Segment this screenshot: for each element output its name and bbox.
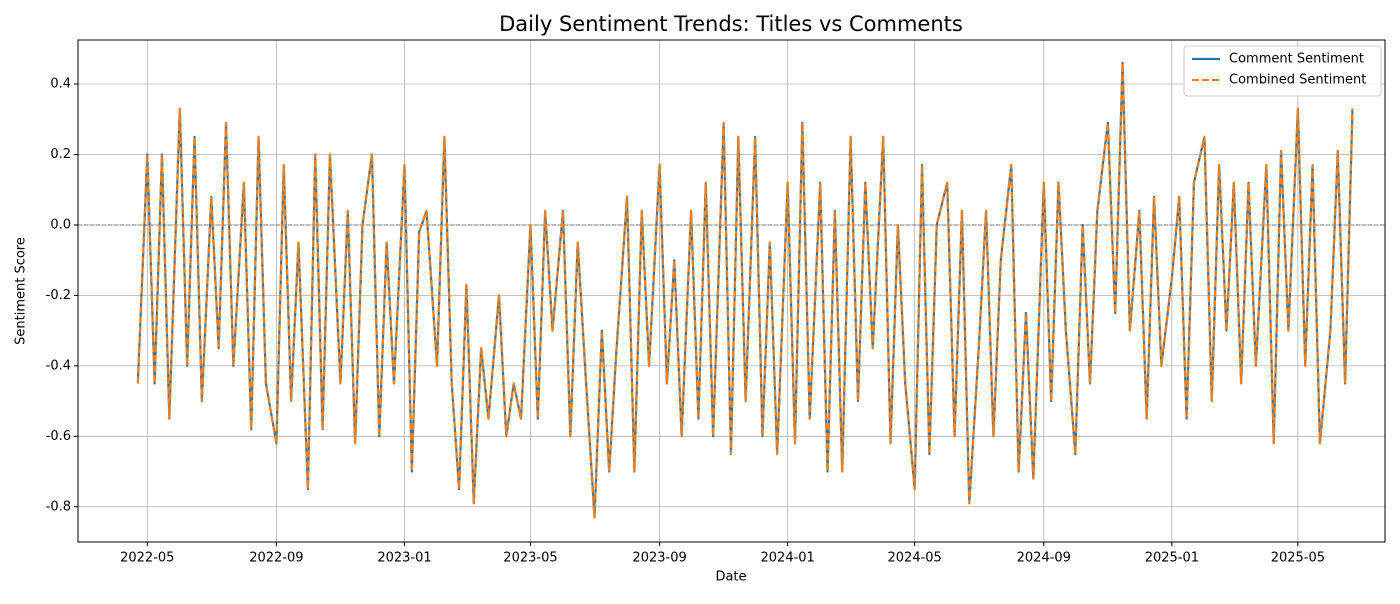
chart-title: Daily Sentiment Trends: Titles vs Commen…: [499, 12, 963, 36]
x-tick-label: 2023-09: [632, 551, 686, 566]
x-tick-label: 2024-05: [888, 551, 942, 566]
x-axis-label: Date: [715, 570, 746, 585]
x-tick-label: 2024-09: [1017, 551, 1071, 566]
y-tick-label: -0.6: [46, 429, 71, 444]
y-tick-label: -0.8: [46, 499, 71, 514]
legend: Comment Sentiment Combined Sentiment: [1183, 45, 1382, 97]
grid: [78, 40, 1385, 542]
x-tick-label: 2023-01: [377, 551, 431, 566]
y-tick-label: 0.2: [50, 147, 71, 162]
legend-label: Combined Sentiment: [1229, 73, 1366, 88]
plot-frame: [77, 39, 1386, 543]
y-tick-label: -0.2: [46, 288, 71, 303]
y-axis-label: Sentiment Score: [14, 237, 29, 345]
x-tick-label: 2025-05: [1271, 551, 1325, 566]
y-tick-label: 0.0: [50, 217, 71, 232]
y-tick-label: 0.4: [50, 77, 71, 92]
x-tick-label: 2022-05: [120, 551, 174, 566]
series-line: [136, 61, 1354, 519]
legend-box: [1183, 45, 1382, 97]
x-tick-label: 2025-01: [1145, 551, 1199, 566]
legend-label: Comment Sentiment: [1229, 52, 1364, 67]
x-tick-label: 2022-09: [249, 551, 303, 566]
x-tick-label: 2024-01: [761, 551, 815, 566]
x-tick-label: 2023-05: [503, 551, 557, 566]
y-tick-label: -0.4: [46, 358, 71, 373]
